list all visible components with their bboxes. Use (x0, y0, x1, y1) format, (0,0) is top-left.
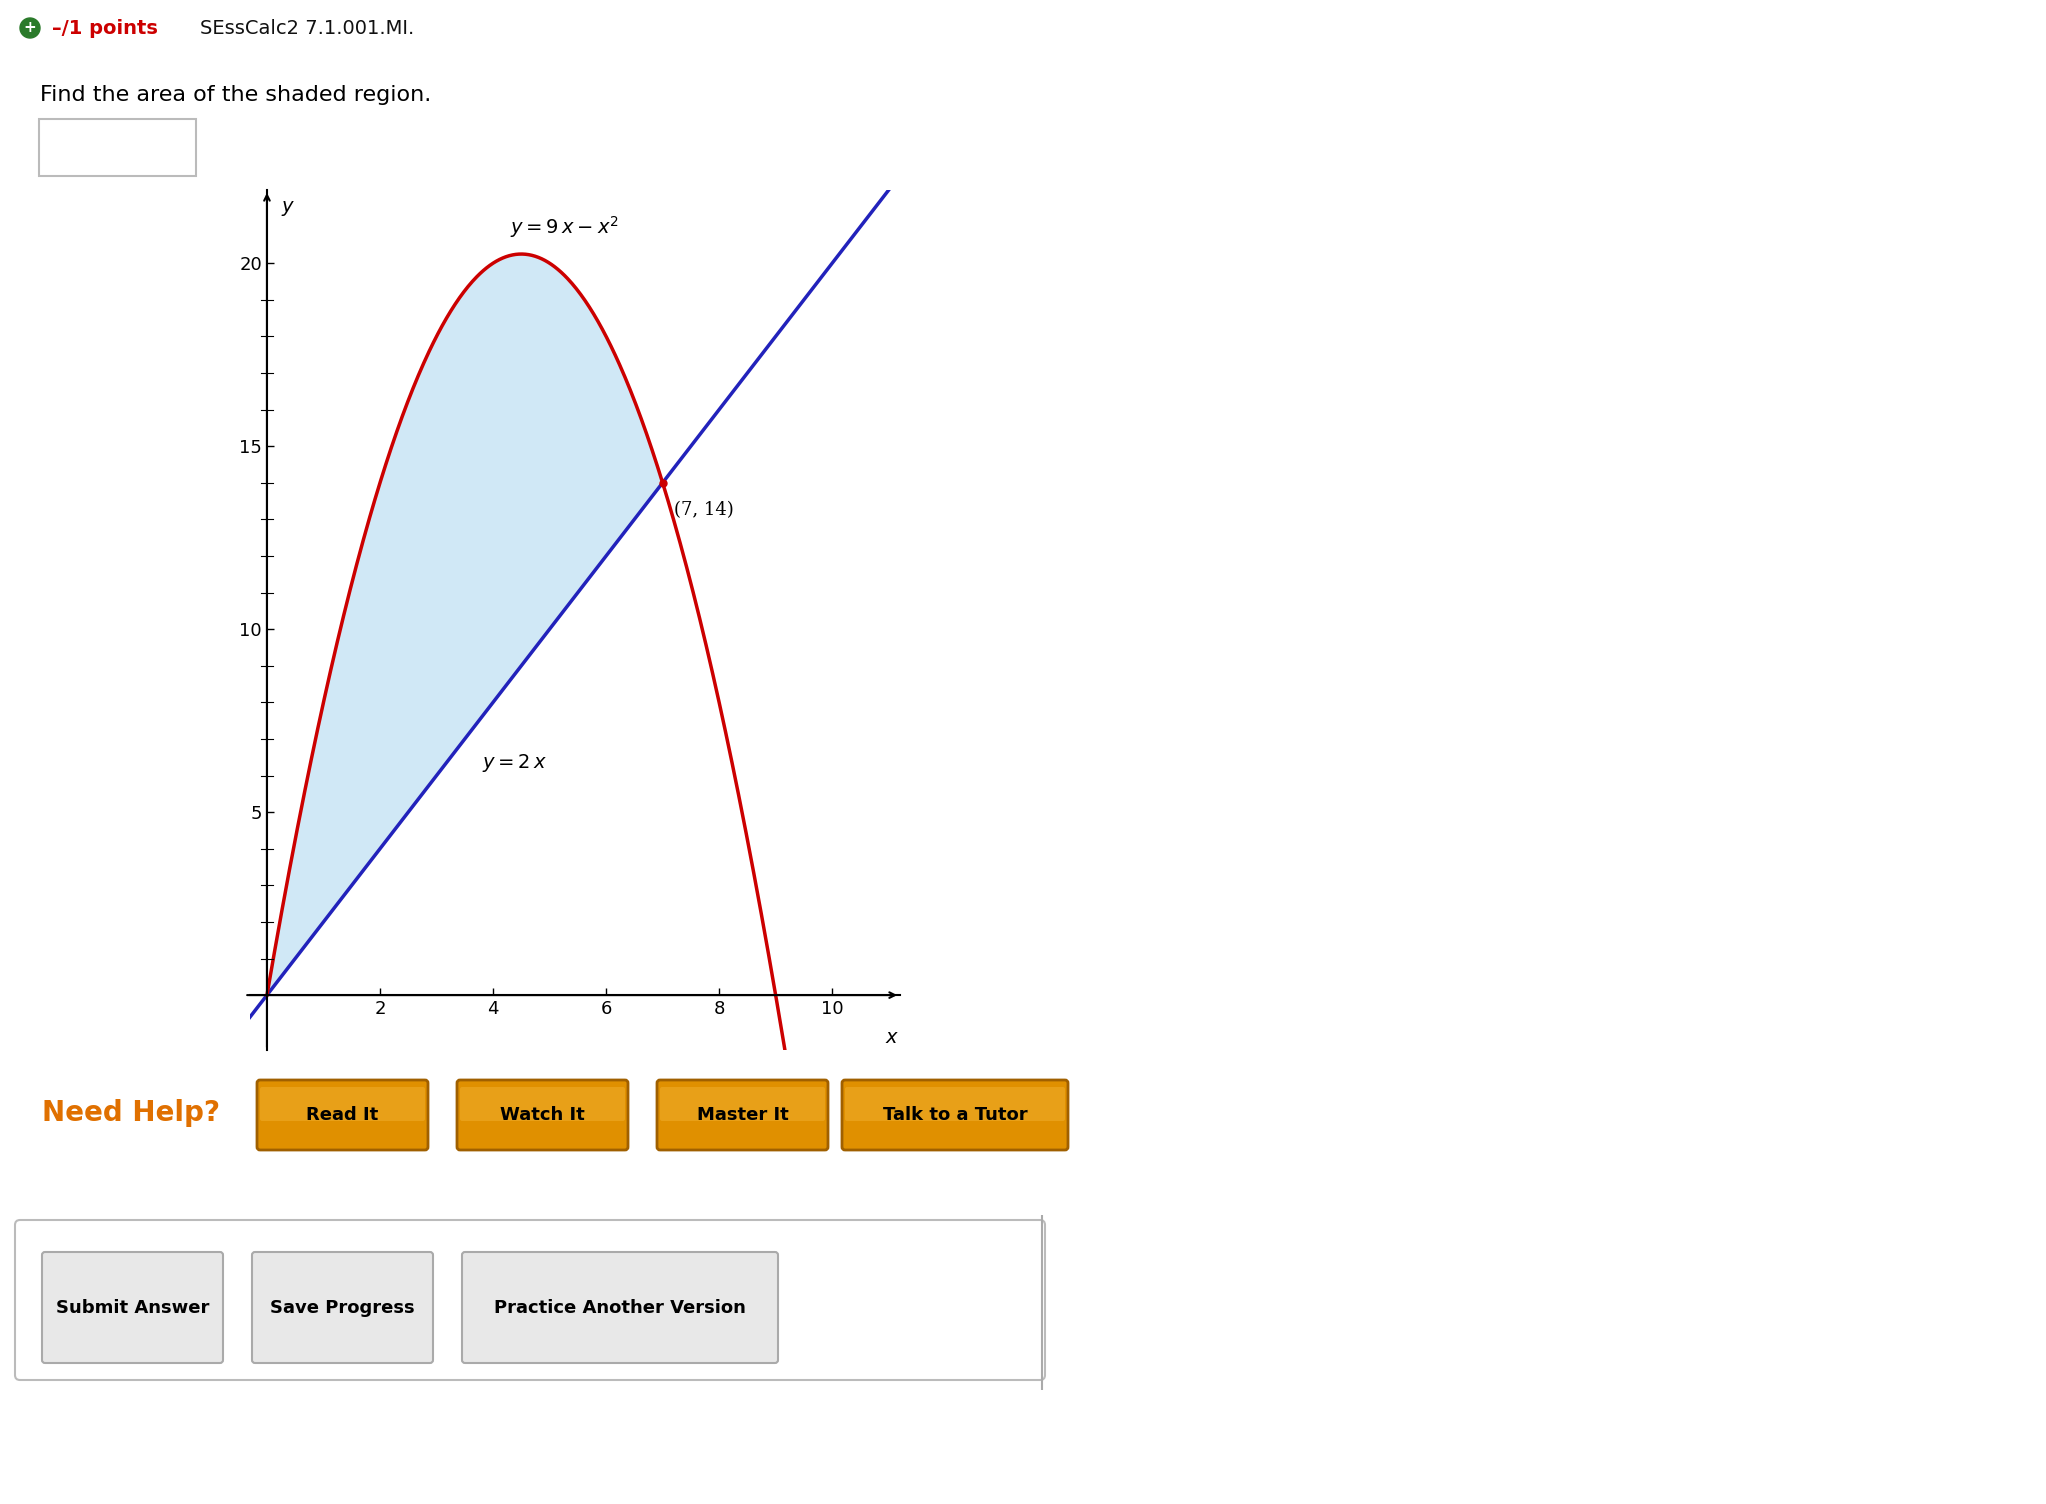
Circle shape (20, 18, 41, 38)
Text: SEssCalc2 7.1.001.MI.: SEssCalc2 7.1.001.MI. (201, 18, 413, 38)
FancyBboxPatch shape (39, 119, 196, 176)
FancyBboxPatch shape (252, 1251, 434, 1363)
Text: Read It: Read It (307, 1105, 379, 1123)
Text: Save Progress: Save Progress (270, 1299, 415, 1318)
FancyBboxPatch shape (845, 1087, 1066, 1120)
Text: Practice Another Version: Practice Another Version (493, 1299, 747, 1318)
Circle shape (16, 15, 43, 41)
Text: +: + (25, 21, 37, 36)
Text: (7, 14): (7, 14) (673, 501, 735, 519)
Text: Master It: Master It (696, 1105, 788, 1123)
FancyBboxPatch shape (462, 1251, 777, 1363)
Text: Find the area of the shaded region.: Find the area of the shaded region. (41, 86, 432, 105)
FancyBboxPatch shape (843, 1080, 1068, 1151)
FancyBboxPatch shape (657, 1080, 829, 1151)
Text: $y = 2\,x$: $y = 2\,x$ (481, 752, 546, 775)
Text: Need Help?: Need Help? (43, 1099, 221, 1126)
FancyBboxPatch shape (661, 1087, 825, 1120)
FancyBboxPatch shape (460, 1087, 624, 1120)
FancyBboxPatch shape (456, 1080, 628, 1151)
Text: Submit Answer: Submit Answer (55, 1299, 209, 1318)
FancyBboxPatch shape (14, 1220, 1046, 1381)
Text: Talk to a Tutor: Talk to a Tutor (882, 1105, 1027, 1123)
Text: y: y (280, 197, 293, 217)
Text: Watch It: Watch It (499, 1105, 585, 1123)
Text: –/1 points: –/1 points (51, 18, 158, 38)
FancyBboxPatch shape (258, 1080, 428, 1151)
Text: x: x (886, 1029, 898, 1047)
FancyBboxPatch shape (43, 1251, 223, 1363)
Text: $y = 9\,x - x^2$: $y = 9\,x - x^2$ (509, 214, 618, 241)
FancyBboxPatch shape (260, 1087, 426, 1120)
